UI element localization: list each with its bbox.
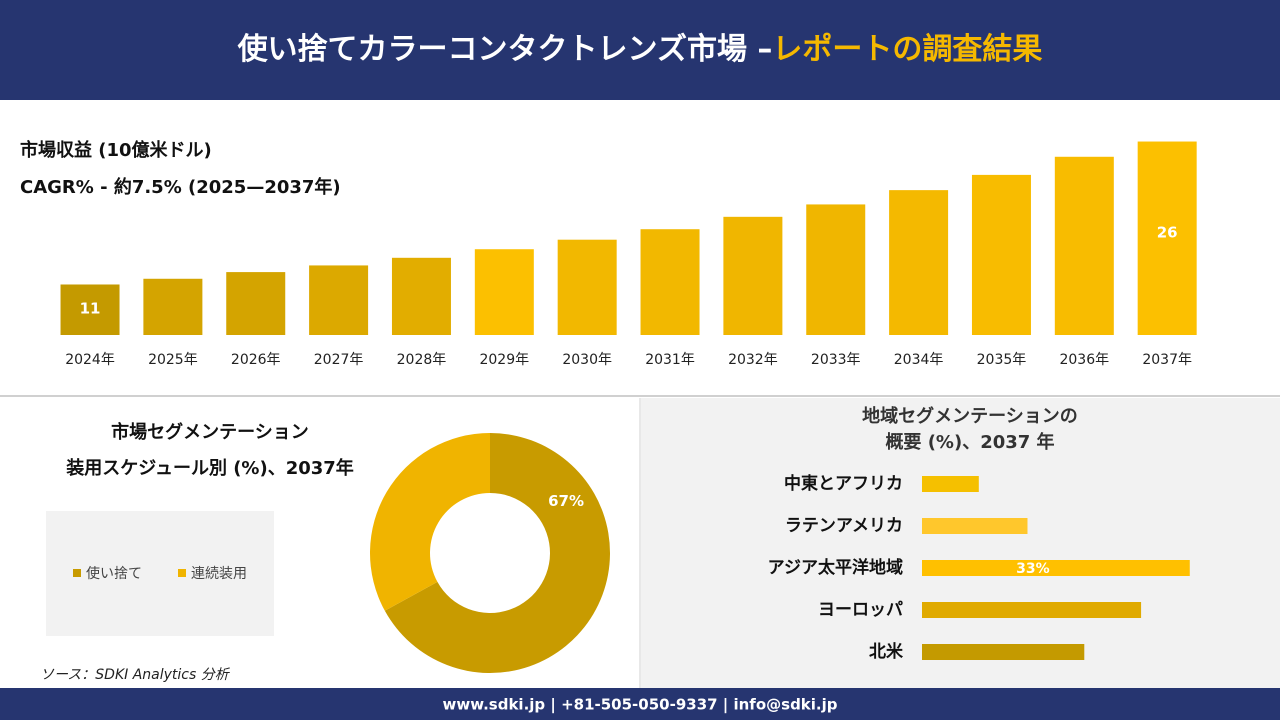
legend-label: 使い捨て [86,565,142,582]
bar [889,190,949,335]
chart-title: 地域セグメンテーションの [862,405,1078,427]
footer-contact: www.sdki.jp | +81-505-050-9337 | info@sd… [442,696,837,715]
bar [922,560,1190,576]
chart-subtitle: CAGR% - 約7.5% (2025—2037年) [20,176,341,198]
x-tick-label: 2027年 [314,352,364,368]
bar [60,284,120,335]
bar [922,602,1142,618]
value-label: 67% [548,492,584,510]
title-accent: レポートの調査結果 [772,32,1042,67]
x-tick-label: 2028年 [397,352,447,368]
x-tick-label: 2029年 [479,352,529,368]
x-tick-label: 2035年 [977,352,1027,368]
x-tick-label: 2036年 [1059,352,1109,368]
value-label: 33% [1016,561,1050,577]
legend-swatch [178,569,186,577]
chart-subtitle: 概要 (%)、2037 年 [885,431,1054,453]
value-label: 11 [80,300,101,318]
bar [640,229,700,335]
y-tick-label: ラテンアメリカ [785,516,903,536]
region-panel [641,398,1280,688]
donut-slice [370,433,490,611]
source-note: ソース：SDKI Analytics 分析 [40,667,231,683]
footer-bar [0,688,1280,720]
y-tick-label: アジア太平洋地域 [768,557,903,578]
header-title: 使い捨てカラーコンタクトレンズ市場 –レポートの調査結果 [237,32,1043,67]
bar [226,272,286,335]
x-tick-label: 2031年 [645,352,695,368]
legend-box [46,511,274,636]
bar [1054,156,1114,335]
legend-swatch [73,569,81,577]
bar [922,476,979,492]
bar [1137,141,1197,335]
x-tick-label: 2024年 [65,352,115,368]
x-tick-label: 2032年 [728,352,778,368]
header-bar [0,0,1280,100]
bar [971,174,1031,335]
bar [922,518,1028,534]
legend-label: 連続装用 [191,565,247,582]
y-tick-label: 中東とアフリカ [784,473,903,494]
chart-title: 市場セグメンテーション [111,421,309,443]
bar [557,239,617,335]
bar [806,204,866,335]
bar [391,257,451,335]
bar [309,265,369,335]
bar [723,216,783,335]
bar [922,644,1085,660]
x-tick-label: 2034年 [894,352,944,368]
chart-subtitle: 装用スケジュール別 (%)、2037年 [66,457,354,479]
x-tick-label: 2033年 [811,352,861,368]
x-tick-label: 2026年 [231,352,281,368]
value-label: 26 [1157,224,1178,242]
donut-slice [384,433,611,674]
y-tick-label: ヨーロッパ [818,600,903,620]
x-tick-label: 2030年 [562,352,612,368]
x-tick-label: 2037年 [1142,352,1192,368]
x-tick-label: 2025年 [148,352,198,368]
y-tick-label: 北米 [869,641,904,662]
chart-title: 市場収益 (10億米ドル) [20,139,212,161]
bar [143,278,203,335]
title-main: 使い捨てカラーコンタクトレンズ市場 – [237,32,773,67]
bar [474,249,534,335]
